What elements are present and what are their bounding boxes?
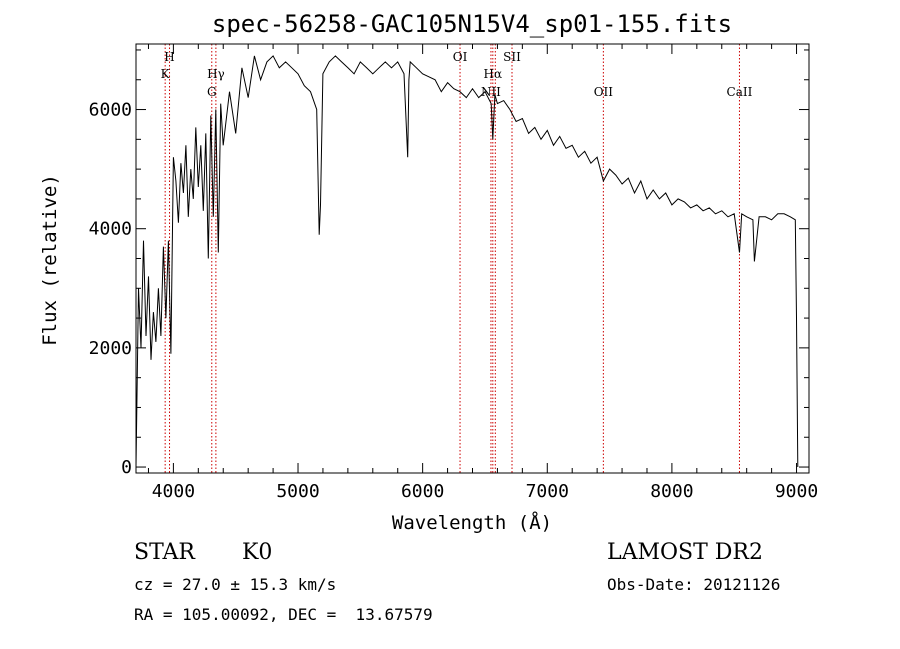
spectral-line-markers xyxy=(164,44,740,473)
x-tick-label: 4000 xyxy=(152,481,195,502)
axis-ticks: 4000 5000 6000 7000 8000 9000 0 2000 4000 6000 xyxy=(89,44,818,502)
y-tick-label: 6000 xyxy=(89,100,132,121)
x-tick-label: 5000 xyxy=(276,481,319,502)
y-tick-label: 2000 xyxy=(89,338,132,359)
redshift-cz: cz = 27.0 ± 15.3 km/s xyxy=(134,575,336,594)
y-axis-label: Flux (relative) xyxy=(39,174,61,346)
spectral-line-label: SII xyxy=(503,50,521,64)
x-tick-label: 7000 xyxy=(526,481,569,502)
spectral-line-label: NII xyxy=(481,85,501,99)
x-tick-label: 8000 xyxy=(650,481,693,502)
object-class: STAR xyxy=(134,540,196,565)
spectral-line-label: CaII xyxy=(727,85,753,99)
y-tick-label: 4000 xyxy=(89,219,132,240)
spectral-subclass: K0 xyxy=(242,540,272,565)
spectral-line-label: OII xyxy=(594,85,614,99)
spectral-line-label: Hγ xyxy=(207,67,225,81)
spectral-line-label: G xyxy=(207,85,217,99)
y-tick-label: 0 xyxy=(121,457,132,478)
spectral-line-label: OI xyxy=(453,50,468,64)
spectral-line-label: K xyxy=(161,67,171,81)
plot-frame xyxy=(135,43,810,474)
chart-title: spec-56258-GAC105N15V4_sp01-155.fits xyxy=(212,10,732,38)
x-tick-label: 9000 xyxy=(775,481,818,502)
x-axis-label: Wavelength (Å) xyxy=(392,511,552,534)
observation-date: Obs-Date: 20121126 xyxy=(607,575,780,594)
x-tick-label: 6000 xyxy=(401,481,444,502)
ra-dec: RA = 105.00092, DEC = 13.67579 xyxy=(134,605,433,624)
spectrum-series-line xyxy=(135,55,799,468)
spectral-line-label: Hα xyxy=(484,67,503,81)
spectral-line-label: H xyxy=(164,50,174,64)
survey-name: LAMOST DR2 xyxy=(607,540,763,565)
